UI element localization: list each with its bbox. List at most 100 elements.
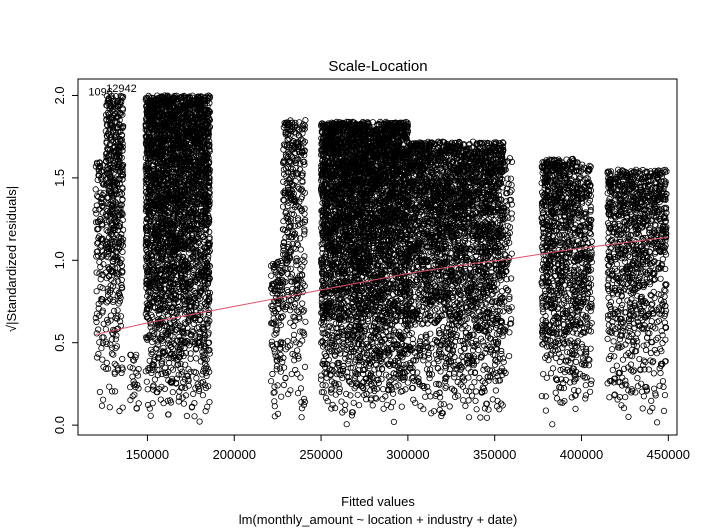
scatter-point [105,228,112,235]
scatter-point [187,355,194,362]
scatter-point [97,276,104,283]
scatter-point [116,110,123,117]
scatter-point [294,390,302,397]
scatter-point [103,212,110,219]
scatter-point [116,175,123,182]
scatter-point [107,312,115,319]
scatter-point [117,138,124,145]
scatter-point [106,201,113,208]
scatter-point [109,164,117,171]
scatter-point [116,407,123,415]
scatter-point [109,233,117,240]
scatter-point [110,160,117,167]
scatter-point [113,223,120,230]
scatter-point [111,134,118,141]
scatter-point [287,319,294,326]
scatter-points [92,92,670,428]
scatter-point [274,382,281,389]
scatter-point [288,370,295,378]
scatter-point [120,161,127,169]
scatter-point [95,300,102,308]
scatter-point [105,247,113,255]
scatter-point [119,239,126,246]
scatter-point [105,365,112,372]
scatter-point [95,326,102,333]
scatter-point [116,220,124,227]
scatter-point [112,388,119,395]
scatter-point [154,371,161,379]
scatter-point [119,124,127,131]
scatter-point [115,240,122,247]
scatter-point [289,240,296,248]
scatter-point [131,391,138,398]
scatter-point [116,154,123,162]
scatter-point [157,396,164,403]
scatter-point [116,223,123,230]
chart-title: Scale-Location [328,58,427,75]
scatter-point [98,254,105,261]
scatter-point [107,114,115,121]
scatter-point [103,227,110,234]
scatter-point [108,134,115,141]
scatter-point [119,144,126,151]
scatter-point [185,382,192,389]
scatter-point [324,398,331,405]
scatter-point [95,350,102,358]
scatter-point [118,284,126,291]
scatter-point [119,267,126,275]
scatter-point [99,191,106,199]
scatter-point [118,276,125,284]
scatter-point [103,253,110,260]
scatter-point [93,318,100,326]
scatter-point [105,178,113,186]
scatter-point [114,102,121,110]
scatter-point [119,404,126,411]
scatter-point [183,412,190,420]
scatter-point [146,405,153,412]
scatter-point [113,273,120,280]
scatter-point [268,272,275,279]
scatter-point [104,180,111,187]
scatter-point [97,199,104,206]
scatter-point [113,287,120,294]
scatter-point [105,114,112,121]
scatter-point [96,339,103,346]
scatter-point [119,111,126,118]
scatter-point [117,260,124,267]
scatter-point [113,343,121,350]
scatter-point [92,186,99,193]
scatter-point [104,316,111,323]
scatter-point [111,217,118,224]
scatter-point [119,366,126,373]
scatter-point [131,380,138,387]
scatter-point [191,413,198,420]
scatter-point [273,366,280,373]
scatter-point [118,231,125,238]
scatter-point [110,106,117,113]
scatter-point [98,345,105,352]
scatter-point [99,356,106,363]
scatter-point [278,393,285,400]
scatter-point [297,385,305,392]
scatter-point [205,309,213,316]
scatter-point [116,121,123,128]
scatter-point [127,351,134,358]
scatter-point [115,365,122,372]
scatter-point [106,234,113,241]
scatter-point [180,400,187,407]
scatter-point [111,226,118,233]
scatter-point [104,155,111,162]
scatter-point [109,330,117,337]
scatter-point [118,136,126,144]
scatter-point [297,195,305,202]
scatter-point [118,209,126,216]
scatter-point [149,400,156,407]
scatter-point [117,313,125,320]
scatter-point [143,378,150,385]
scatter-point [104,170,111,177]
scatter-point [98,174,105,181]
scatter-point [108,120,116,128]
scatter-point [301,363,309,370]
scatter-point [103,340,110,347]
